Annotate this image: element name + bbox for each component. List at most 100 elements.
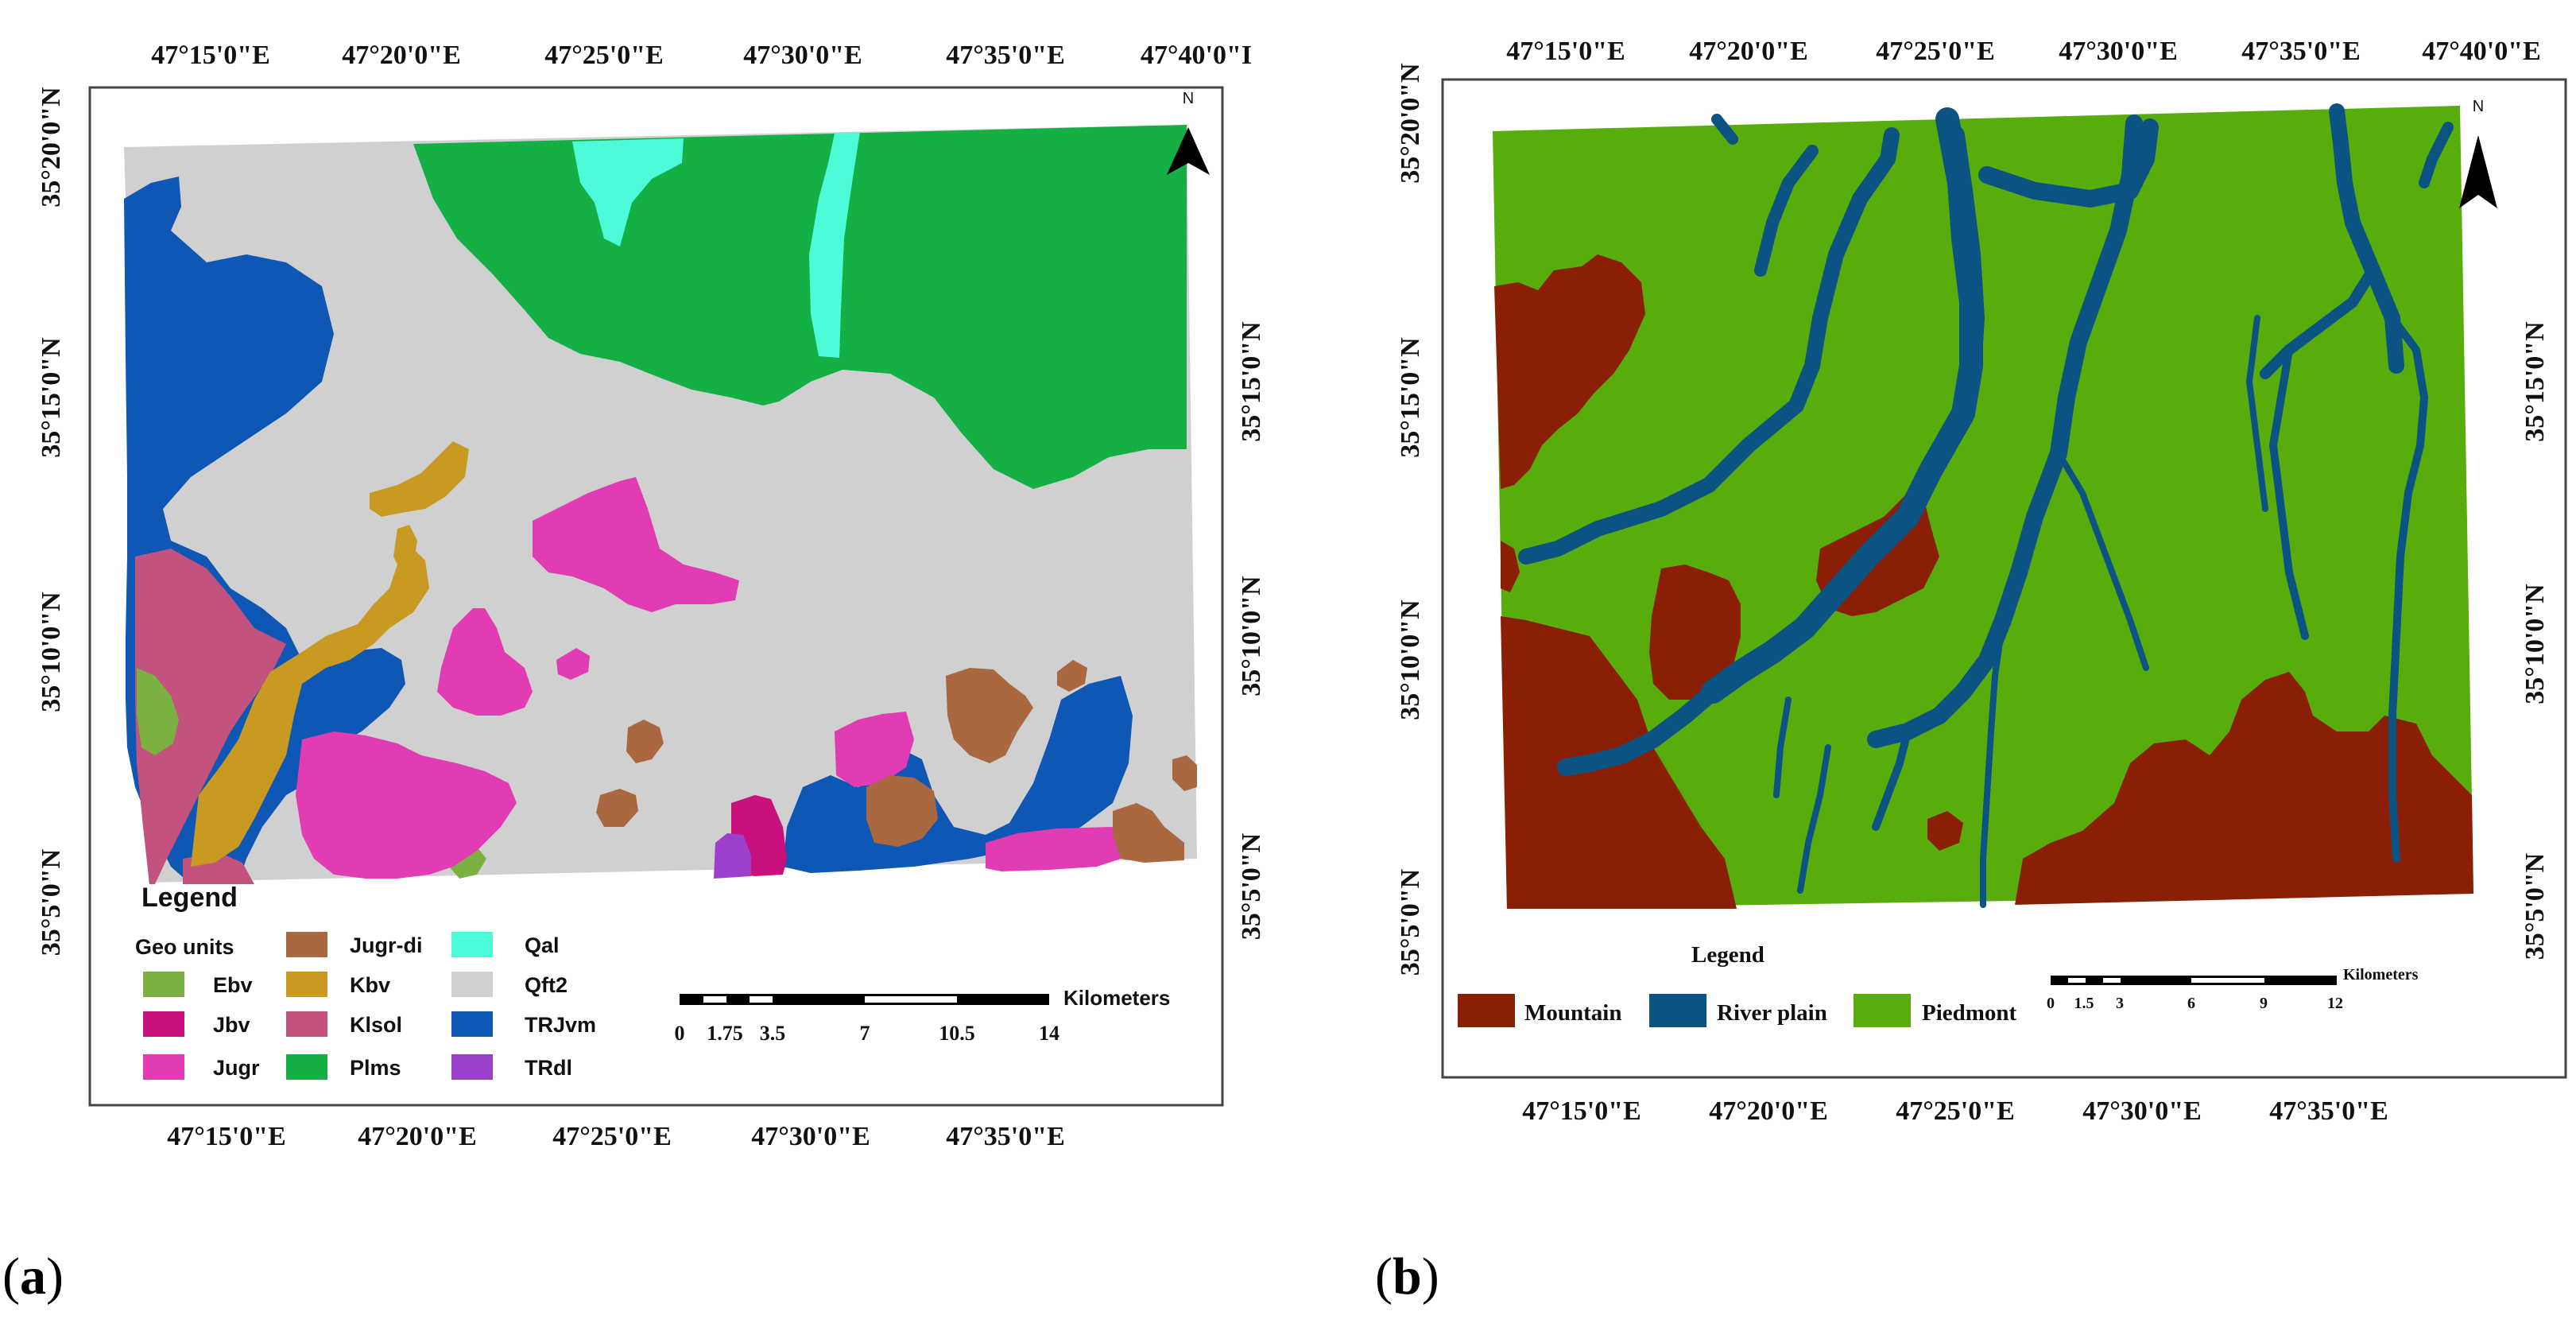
scale-label-a-3: 7 [860,1022,870,1045]
tick-right-b-1: 35°10'0"N [2520,584,2550,704]
legend-b-title: Legend [1691,942,1764,968]
legend-label-piedmont: Piedmont [1922,1000,2017,1026]
tick-top-a-3: 47°30'0"E [743,41,862,70]
tick-bottom-a-4: 47°35'0"E [946,1122,1065,1151]
panel-b: N 47°15'0"E 47°20'0"E 47°25'0"E 47°30'0"… [1375,37,2567,1306]
north-arrow-a-shape [1167,127,1210,175]
legend-swatch-qft2 [451,972,493,997]
tick-bottom-a-1: 47°20'0"E [358,1122,477,1151]
tick-left-a-3: 35°5'0"N [37,848,66,956]
scale-bar-b-seg-3 [2191,978,2264,983]
scale-label-a-0: 0 [675,1022,685,1045]
tick-right-a-2: 35°5'0"N [1237,832,1266,940]
legend-label-jbv: Jbv [213,1013,250,1037]
tick-bottom-b-4: 47°35'0"E [2269,1096,2388,1126]
river-tributary-17 [2246,315,2268,512]
legend-label-kbv: Kbv [350,973,390,997]
tick-bottom-b-1: 47°20'0"E [1709,1096,1828,1126]
scale-unit-b: Kilometers [2343,966,2419,984]
tick-top-a-4: 47°35'0"E [946,41,1065,70]
landform-map [1493,103,2473,909]
mountain-unit-7 [1927,811,1963,851]
scale-label-a-2: 3.5 [760,1022,786,1045]
tick-top-a-5: 47°40'0"I [1141,41,1252,70]
river-tributary-12 [1980,617,2006,908]
bottom-ticks-a: 47°15'0"E 47°20'0"E 47°25'0"E 47°30'0"E … [167,1122,1065,1151]
mountain-unit-5 [1501,541,1520,592]
mountain-unit-2 [1494,254,1645,489]
legend-label-plms: Plms [350,1056,401,1080]
river-tributary-14 [1797,744,1831,894]
river-tributary-15 [1773,696,1792,798]
jugr-di-unit-7 [1172,755,1197,791]
tick-right-a-1: 35°10'0"N [1237,576,1266,696]
scale-label-a-4: 10.5 [939,1022,975,1045]
jugr-di-unit-5 [1057,660,1087,692]
panel-a-label: (a) [2,1247,64,1306]
tick-left-b-0: 35°20'0"N [1396,63,1425,184]
tick-top-b-5: 47°40'0"E [2422,37,2541,66]
left-ticks-a: 35°20'0"N 35°15'0"N 35°10'0"N 35°5'0"N [37,87,66,956]
tick-left-b-1: 35°15'0"N [1396,337,1425,458]
river-plain-network [1518,103,2454,908]
piedmont-unit [1493,106,2473,909]
north-arrow-a: N [1167,90,1210,175]
jugr-di-unit-6 [1113,803,1184,863]
jugr-unit-5 [835,712,914,787]
scale-bar-a-seg-2 [750,996,773,1003]
tick-bottom-b-0: 47°15'0"E [1522,1096,1641,1126]
legend-swatch-jugr-di [286,932,327,957]
legend-a-subtitle: Geo units [135,935,234,959]
geology-map [124,125,1197,884]
legend-swatch-qal [451,932,493,957]
north-label-b: N [2473,98,2484,115]
scale-bar-a-frame [680,994,1049,1005]
jugr-unit [533,477,739,612]
panel-b-label-close: ) [1422,1247,1439,1306]
scale-bar-a: Kilometers 0 1.75 3.5 7 10.5 14 [675,986,1171,1045]
river-tributary-6 [1867,114,2143,748]
klsol-unit [135,549,286,884]
legend-swatch-ebv [143,972,184,997]
legend-label-klsol: Klsol [350,1013,402,1037]
legend-label-qft2: Qft2 [525,973,567,997]
tick-left-a-0: 35°20'0"N [37,87,66,208]
scale-label-a-1: 1.75 [707,1022,743,1045]
legend-swatch-mountain [1458,994,1515,1027]
legend-label-trjvm: TRJvm [525,1013,596,1037]
river-tributary-9 [2388,314,2428,863]
panel-a-label-letter: a [20,1247,46,1306]
left-ticks-b: 35°20'0"N 35°15'0"N 35°10'0"N 35°5'0"N [1396,63,1425,976]
tick-left-a-2: 35°10'0"N [37,592,66,712]
tick-bottom-a-3: 47°30'0"E [751,1122,870,1151]
mountain-unit-3 [1649,565,1741,700]
scale-label-b-5: 12 [2327,995,2343,1012]
legend-swatch-plms [286,1054,327,1080]
scale-label-b-2: 3 [2116,995,2124,1012]
tick-top-b-3: 47°30'0"E [2059,37,2178,66]
trdl-unit [714,833,751,879]
jugr-unit-2 [296,731,517,879]
tick-bottom-b-3: 47°30'0"E [2082,1096,2202,1126]
legend-a: Legend Geo units Ebv Jbv Jugr Jugr-di Kb… [135,883,596,1080]
tick-bottom-a-2: 47°25'0"E [552,1122,672,1151]
tick-right-b-0: 35°15'0"N [2520,321,2550,442]
panel-a-label-close: ) [46,1247,64,1306]
legend-swatch-trdl [451,1054,493,1080]
tick-left-b-3: 35°5'0"N [1396,868,1425,976]
jugr-unit-6 [986,827,1121,871]
kbv-unit-3 [393,525,417,572]
river-tributary-13 [1872,728,1912,831]
right-ticks-a: 35°15'0"N 35°10'0"N 35°5'0"N [1237,321,1266,940]
tick-top-a-0: 47°15'0"E [151,41,270,70]
kbv-unit [191,549,429,867]
scale-label-b-4: 9 [2260,995,2268,1012]
legend-label-jugr: Jugr [213,1056,260,1080]
jugr-unit-3 [437,608,533,716]
tick-left-a-1: 35°15'0"N [37,337,66,458]
tick-top-a-1: 47°20'0"E [342,41,461,70]
legend-b: Legend Mountain River plain Piedmont [1458,942,2017,1027]
tick-top-b-4: 47°35'0"E [2241,37,2361,66]
tick-top-b-1: 47°20'0"E [1689,37,1808,66]
qal-unit [572,138,684,246]
